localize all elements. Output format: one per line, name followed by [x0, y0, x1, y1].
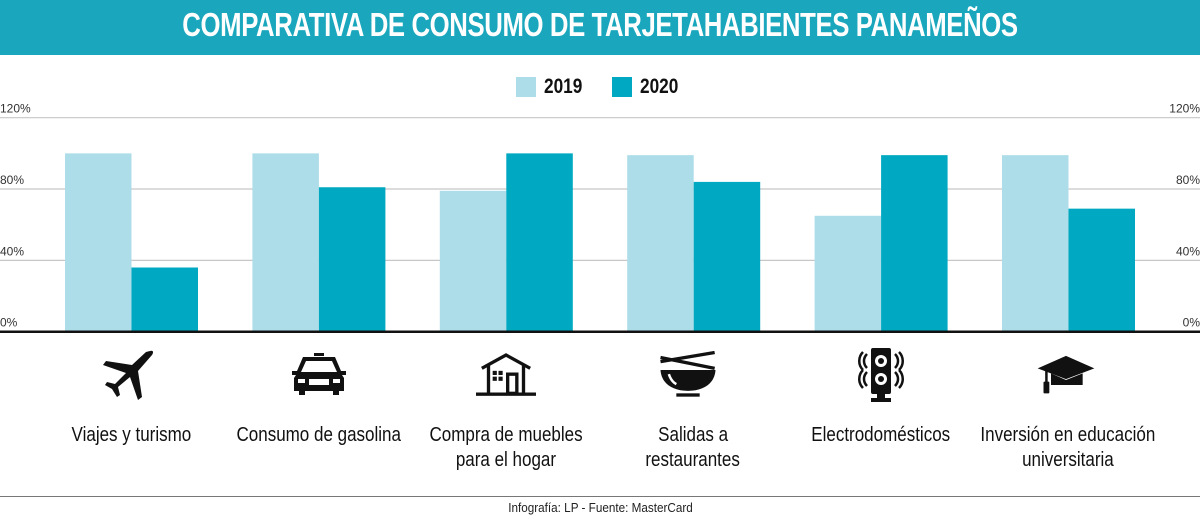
bar-2020-2: [318, 187, 386, 332]
airplane-icon: [103, 350, 154, 400]
gridlines: [0, 117, 1200, 261]
y-tick-label-right: 40%: [1176, 244, 1200, 258]
bowl-chopsticks-icon: [660, 350, 716, 397]
legend-swatch-2020: [612, 77, 632, 97]
footer-divider: [0, 496, 1200, 497]
speaker-icon: [858, 348, 904, 402]
bar-chart: 0% 0% 40% 40% 80% 80% 120% 120%: [0, 102, 1200, 333]
y-tick-label-left: 120%: [0, 102, 31, 116]
y-tick-label-right: 120%: [1169, 102, 1200, 116]
title-banner: COMPARATIVA DE CONSUMO DE TARJETAHABIENT…: [0, 0, 1200, 55]
bars: [65, 153, 1135, 332]
y-tick-label-right: 80%: [1176, 173, 1200, 187]
category-label-restaurantes: Salidas a restaurantes: [645, 424, 741, 471]
house-icon: [476, 353, 536, 396]
y-tick-label-left: 0%: [0, 316, 18, 330]
axes: 0% 0% 40% 40% 80% 80% 120% 120%: [0, 102, 1200, 333]
bar-2020-4: [693, 181, 761, 332]
category-label-viajes: Viajes y turismo: [71, 424, 191, 446]
bar-2019-3: [439, 190, 507, 332]
bar-2020-1: [131, 267, 198, 332]
bar-2019-2: [252, 153, 319, 332]
legend-item-2019: 2019: [516, 75, 591, 99]
legend-swatch-2019: [516, 77, 536, 97]
footer-credit: Infografía: LP - Fuente: MasterCard: [507, 500, 693, 515]
category-label-electrodomesticos: Electrodomésticos: [811, 424, 951, 446]
bar-2020-3: [506, 153, 573, 332]
legend-label-2020: 2020: [640, 75, 679, 98]
bar-2019-6: [1002, 155, 1069, 332]
car-icon: [292, 353, 346, 395]
y-tick-label-left: 80%: [0, 173, 24, 187]
legend-label-2019: 2019: [544, 75, 583, 98]
bar-2020-6: [1068, 208, 1135, 332]
category-label-muebles: Compra de muebles para el hogar: [429, 424, 583, 471]
category-label-gasolina: Consumo de gasolina: [236, 424, 402, 446]
bar-2019-4: [627, 155, 694, 332]
bar-2019-5: [814, 215, 882, 332]
graduation-cap-icon: [1037, 355, 1095, 394]
bar-2020-5: [881, 155, 948, 332]
bar-2019-1: [65, 153, 132, 332]
legend: 2019 2020: [0, 75, 1200, 99]
legend-item-2020: 2020: [612, 75, 687, 99]
chart-title: COMPARATIVA DE CONSUMO DE TARJETAHABIENT…: [182, 6, 1018, 43]
y-tick-label-left: 40%: [0, 244, 24, 258]
y-tick-label-right: 0%: [1183, 316, 1200, 330]
category-label-educacion: Inversión en educación universitaria: [980, 424, 1156, 471]
